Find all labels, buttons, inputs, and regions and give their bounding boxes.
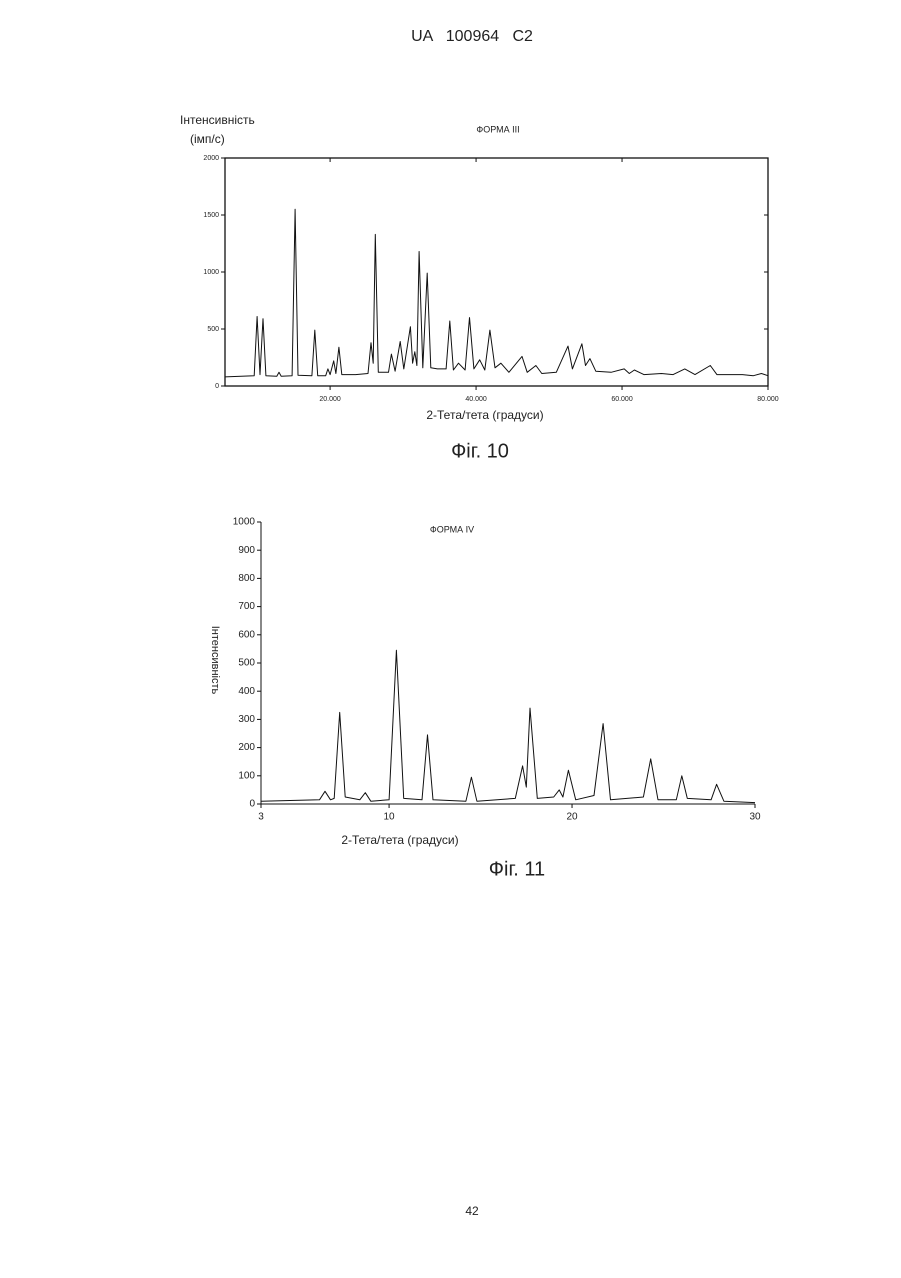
y-tick-label: 1000 (203, 269, 219, 276)
x-tick-label: 30 (749, 812, 761, 823)
chart-title: ФОРМА IV (430, 524, 474, 534)
y-tick-label: 600 (238, 629, 255, 640)
x-tick-label: 3 (258, 812, 264, 823)
y-axis-unit: (імп/с) (190, 132, 225, 146)
x-tick-label: 20 (566, 812, 578, 823)
x-tick-label: 60.000 (611, 396, 633, 403)
y-tick-label: 100 (238, 770, 255, 781)
page-header: UA 100964 C2 (411, 28, 533, 45)
y-tick-label: 700 (238, 601, 255, 612)
page-background (0, 0, 901, 1273)
y-tick-label: 900 (238, 545, 255, 556)
y-tick-label: 0 (249, 799, 255, 810)
chart-title: ФОРМА III (476, 124, 519, 134)
y-tick-label: 400 (238, 686, 255, 697)
figure-caption: Фіг. 10 (451, 440, 509, 462)
y-axis-label: Інтенсивність (209, 626, 221, 695)
x-tick-label: 40.000 (465, 396, 487, 403)
page: UA 100964 C2 42 050010001500200020.00040… (0, 0, 901, 1273)
figure-caption: Фіг. 11 (489, 858, 545, 880)
page-number: 42 (465, 1204, 479, 1218)
x-tick-label: 10 (384, 812, 396, 823)
y-tick-label: 500 (238, 658, 255, 669)
y-axis-label: Інтенсивність (180, 113, 255, 127)
y-tick-label: 0 (215, 383, 219, 390)
y-tick-label: 1500 (203, 212, 219, 219)
y-tick-label: 200 (238, 742, 255, 753)
y-tick-label: 500 (207, 326, 219, 333)
y-tick-label: 2000 (203, 155, 219, 162)
x-tick-label: 20.000 (319, 396, 341, 403)
y-tick-label: 1000 (233, 517, 256, 528)
y-tick-label: 300 (238, 714, 255, 725)
x-axis-label: 2-Тета/тета (градуси) (426, 408, 543, 422)
y-tick-label: 800 (238, 573, 255, 584)
x-tick-label: 80.000 (757, 396, 779, 403)
x-axis-label: 2-Тета/тета (градуси) (341, 833, 458, 847)
